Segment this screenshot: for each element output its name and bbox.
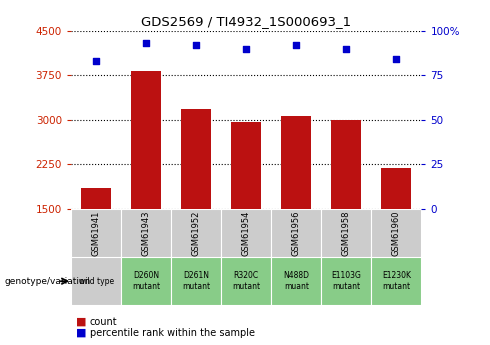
Bar [231, 122, 261, 209]
Bar [171, 257, 221, 305]
Bar [71, 257, 121, 305]
Bar [221, 257, 271, 305]
Text: GSM61960: GSM61960 [392, 210, 401, 256]
Point [293, 42, 300, 48]
Bar [371, 209, 421, 257]
Title: GDS2569 / TI4932_1S000693_1: GDS2569 / TI4932_1S000693_1 [141, 16, 351, 29]
Point [343, 46, 350, 51]
Text: genotype/variation: genotype/variation [5, 277, 91, 286]
Text: wild type: wild type [78, 277, 114, 286]
Text: ■: ■ [76, 328, 86, 338]
Text: E1103G
mutant: E1103G mutant [331, 272, 361, 291]
Bar [171, 209, 221, 257]
Bar [71, 209, 121, 257]
Text: GSM61952: GSM61952 [192, 210, 201, 256]
Text: R320C
mutant: R320C mutant [232, 272, 260, 291]
Bar [281, 116, 311, 209]
Text: GSM61956: GSM61956 [292, 210, 301, 256]
Text: D261N
mutant: D261N mutant [182, 272, 210, 291]
Bar [121, 257, 171, 305]
Text: E1230K
mutant: E1230K mutant [382, 272, 411, 291]
Point [192, 42, 200, 48]
Text: GSM61958: GSM61958 [342, 210, 351, 256]
Point [92, 59, 100, 64]
Bar [181, 109, 211, 209]
Text: D260N
mutant: D260N mutant [132, 272, 160, 291]
Text: percentile rank within the sample: percentile rank within the sample [90, 328, 255, 338]
Text: GSM61941: GSM61941 [92, 210, 100, 256]
Bar [321, 257, 371, 305]
Point [242, 46, 250, 51]
Bar [271, 209, 321, 257]
Bar [271, 257, 321, 305]
Bar [81, 188, 111, 209]
Bar [331, 120, 361, 209]
Text: count: count [90, 317, 117, 326]
Text: N488D
muant: N488D muant [283, 272, 309, 291]
Bar [321, 209, 371, 257]
Bar [131, 71, 161, 209]
Bar [121, 209, 171, 257]
Bar [371, 257, 421, 305]
Point [392, 57, 400, 62]
Bar [381, 168, 412, 209]
Text: GSM61954: GSM61954 [242, 210, 251, 256]
Text: ■: ■ [76, 317, 86, 326]
Text: GSM61943: GSM61943 [142, 210, 150, 256]
Bar [221, 209, 271, 257]
Point [142, 41, 150, 46]
